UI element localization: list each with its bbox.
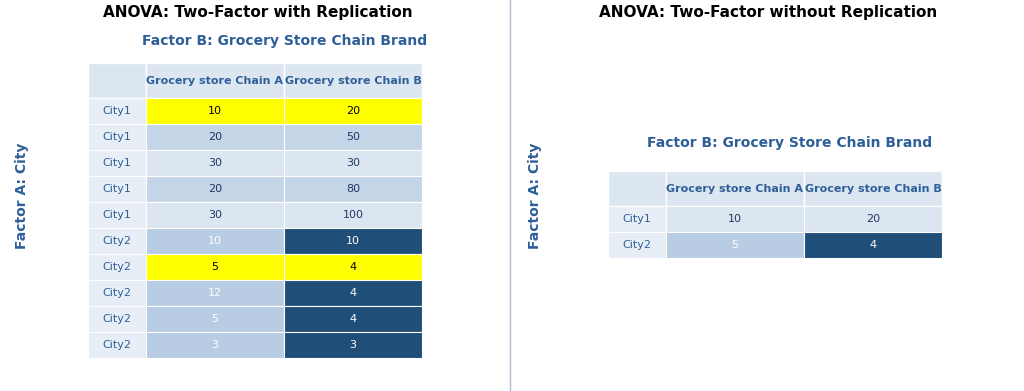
- Text: City2: City2: [102, 236, 131, 246]
- Text: 20: 20: [208, 132, 222, 142]
- Bar: [88, 306, 146, 332]
- Text: 3: 3: [212, 340, 218, 350]
- Bar: [666, 206, 804, 232]
- Text: Grocery store Chain A: Grocery store Chain A: [146, 75, 284, 86]
- Bar: [608, 232, 666, 258]
- Bar: [666, 232, 804, 258]
- Bar: [88, 202, 146, 228]
- Bar: [608, 171, 666, 206]
- Text: Grocery store Chain B: Grocery store Chain B: [805, 183, 941, 194]
- Bar: [284, 228, 422, 254]
- Text: City1: City1: [102, 106, 131, 116]
- Bar: [146, 228, 284, 254]
- Bar: [146, 176, 284, 202]
- Text: 4: 4: [349, 262, 356, 272]
- Bar: [88, 228, 146, 254]
- Text: 30: 30: [208, 158, 222, 168]
- Text: City2: City2: [623, 240, 651, 250]
- Text: 100: 100: [342, 210, 364, 220]
- Text: 5: 5: [731, 240, 738, 250]
- Bar: [88, 63, 146, 98]
- Bar: [284, 202, 422, 228]
- Bar: [666, 171, 804, 206]
- Text: 12: 12: [208, 288, 222, 298]
- Text: City1: City1: [102, 210, 131, 220]
- Text: 10: 10: [208, 106, 222, 116]
- Text: 20: 20: [346, 106, 360, 116]
- Text: 5: 5: [212, 262, 218, 272]
- Bar: [284, 306, 422, 332]
- Text: ANOVA: Two-Factor with Replication: ANOVA: Two-Factor with Replication: [103, 5, 413, 20]
- Bar: [146, 254, 284, 280]
- Text: 4: 4: [349, 314, 356, 324]
- Bar: [88, 280, 146, 306]
- Bar: [804, 171, 942, 206]
- Bar: [284, 280, 422, 306]
- Bar: [284, 176, 422, 202]
- Text: 30: 30: [346, 158, 360, 168]
- Bar: [146, 280, 284, 306]
- Text: City1: City1: [102, 132, 131, 142]
- Bar: [284, 124, 422, 150]
- Bar: [146, 124, 284, 150]
- Bar: [88, 254, 146, 280]
- Text: City2: City2: [102, 262, 131, 272]
- Text: Grocery store Chain A: Grocery store Chain A: [667, 183, 804, 194]
- Bar: [146, 98, 284, 124]
- Bar: [804, 232, 942, 258]
- Text: ANOVA: Two-Factor without Replication: ANOVA: Two-Factor without Replication: [599, 5, 937, 20]
- Text: 20: 20: [208, 184, 222, 194]
- Text: City2: City2: [102, 314, 131, 324]
- Bar: [608, 206, 666, 232]
- Text: Factor B: Grocery Store Chain Brand: Factor B: Grocery Store Chain Brand: [647, 136, 933, 150]
- Bar: [146, 150, 284, 176]
- Text: City1: City1: [623, 214, 651, 224]
- Text: 4: 4: [869, 240, 877, 250]
- Text: 80: 80: [346, 184, 360, 194]
- Bar: [284, 332, 422, 358]
- Bar: [284, 150, 422, 176]
- Text: Factor A: City: Factor A: City: [15, 143, 29, 249]
- Text: City1: City1: [102, 158, 131, 168]
- Text: 10: 10: [728, 214, 742, 224]
- Bar: [88, 124, 146, 150]
- Bar: [88, 332, 146, 358]
- Bar: [146, 202, 284, 228]
- Text: 30: 30: [208, 210, 222, 220]
- Bar: [88, 150, 146, 176]
- Text: 20: 20: [866, 214, 880, 224]
- Text: 3: 3: [349, 340, 356, 350]
- Bar: [284, 254, 422, 280]
- Bar: [146, 306, 284, 332]
- Bar: [146, 63, 284, 98]
- Text: 50: 50: [346, 132, 360, 142]
- Text: 10: 10: [208, 236, 222, 246]
- Text: City1: City1: [102, 184, 131, 194]
- Bar: [146, 332, 284, 358]
- Text: Factor A: City: Factor A: City: [528, 143, 542, 249]
- Bar: [284, 98, 422, 124]
- Bar: [804, 206, 942, 232]
- Text: City2: City2: [102, 288, 131, 298]
- Text: Factor B: Grocery Store Chain Brand: Factor B: Grocery Store Chain Brand: [142, 34, 428, 48]
- Bar: [284, 63, 422, 98]
- Bar: [88, 98, 146, 124]
- Text: Grocery store Chain B: Grocery store Chain B: [285, 75, 421, 86]
- Text: 4: 4: [349, 288, 356, 298]
- Text: City2: City2: [102, 340, 131, 350]
- Text: 5: 5: [212, 314, 218, 324]
- Bar: [88, 176, 146, 202]
- Text: 10: 10: [346, 236, 360, 246]
